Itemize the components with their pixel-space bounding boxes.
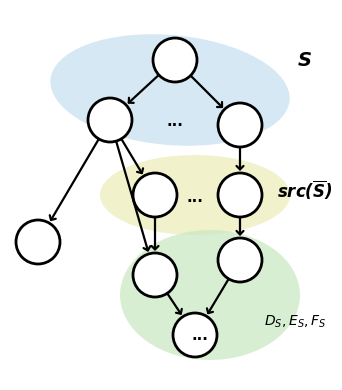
- Text: $D_S,E_S,F_S$: $D_S,E_S,F_S$: [264, 314, 326, 330]
- Ellipse shape: [50, 34, 290, 146]
- Text: ...: ...: [167, 113, 183, 128]
- Text: src($\mathregular{\overline{S}}$): src($\mathregular{\overline{S}}$): [277, 179, 333, 202]
- Circle shape: [88, 98, 132, 142]
- Text: ...: ...: [187, 190, 203, 206]
- Circle shape: [218, 103, 262, 147]
- Ellipse shape: [120, 230, 300, 360]
- Text: S: S: [298, 50, 312, 69]
- Circle shape: [218, 173, 262, 217]
- Text: ...: ...: [192, 328, 208, 342]
- Circle shape: [16, 220, 60, 264]
- Circle shape: [218, 238, 262, 282]
- Circle shape: [173, 313, 217, 357]
- Circle shape: [133, 173, 177, 217]
- Ellipse shape: [100, 155, 290, 235]
- Circle shape: [153, 38, 197, 82]
- Circle shape: [133, 253, 177, 297]
